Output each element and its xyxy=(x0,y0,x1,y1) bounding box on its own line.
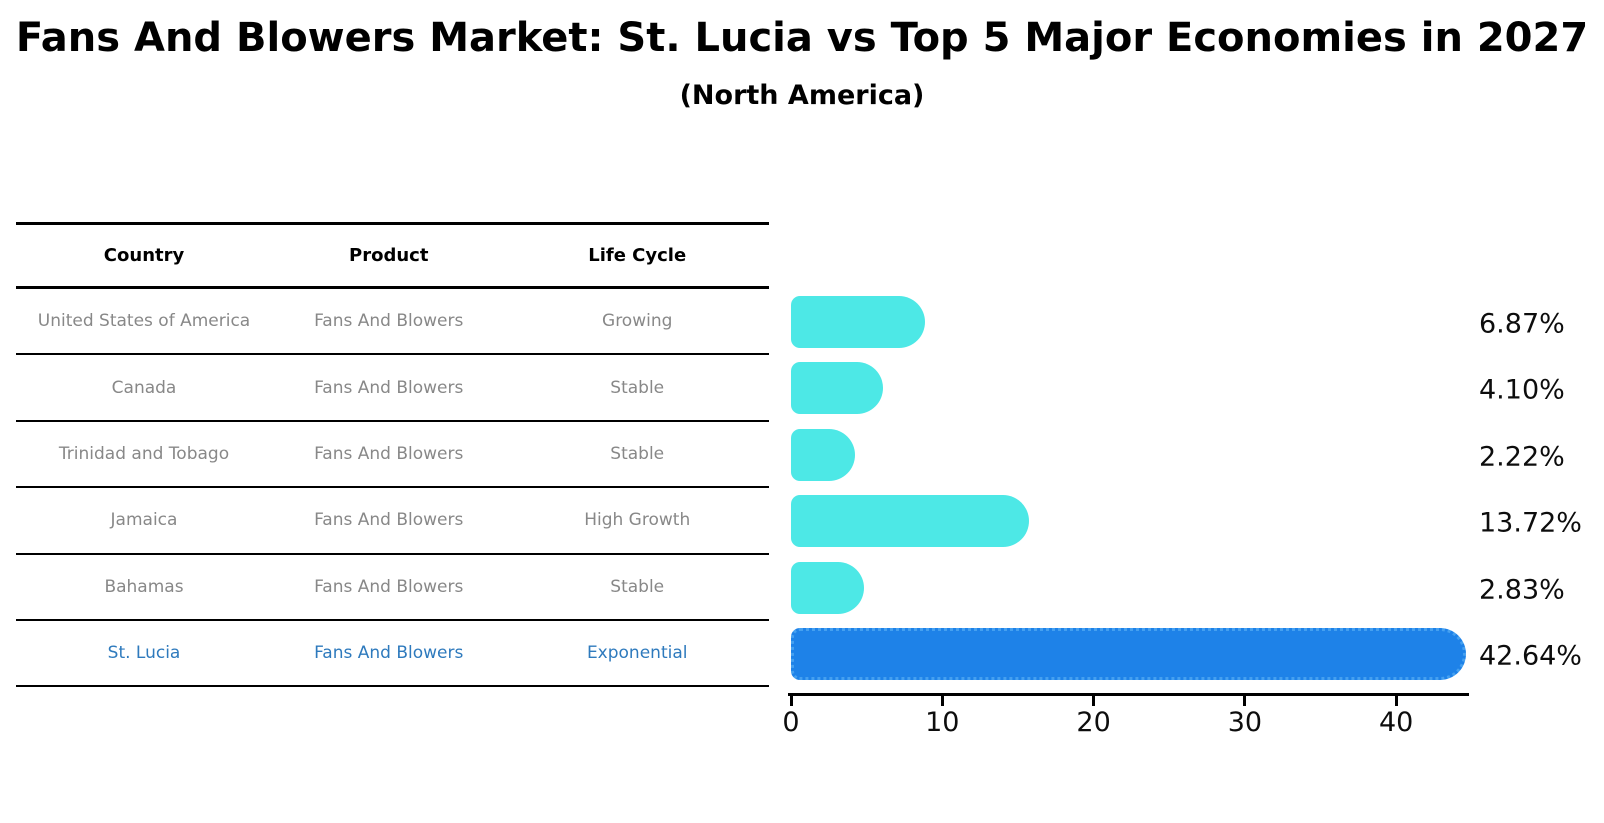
country-cell: Canada xyxy=(111,377,177,398)
life-cycle-cell: Exponential xyxy=(586,643,688,664)
table-header-life-cycle: Life Cycle xyxy=(588,245,687,266)
table-header-product: Product xyxy=(349,245,429,266)
x-axis-tick-20 xyxy=(1092,696,1096,706)
bar-value-label-jamaica: 13.72% xyxy=(1479,507,1582,539)
bar-trinidad-and-tobago xyxy=(791,428,855,481)
x-axis-line xyxy=(788,693,1469,696)
country-cell: Bahamas xyxy=(104,576,184,597)
table-row-st-lucia: St. Lucia Fans And Blowers Exponential xyxy=(16,621,769,688)
x-axis-tick-40 xyxy=(1394,696,1398,706)
x-axis-tick-30 xyxy=(1243,696,1247,706)
x-axis-tick-label-10: 10 xyxy=(925,707,960,738)
bar-bahamas xyxy=(791,561,864,614)
life-cycle-cell: Stable xyxy=(610,443,665,464)
product-cell: Fans And Blowers xyxy=(314,311,464,332)
country-cell: Trinidad and Tobago xyxy=(58,443,230,464)
life-cycle-cell: Stable xyxy=(610,377,665,398)
life-cycle-cell: Growing xyxy=(602,311,673,332)
x-axis-tick-label-30: 30 xyxy=(1227,707,1263,738)
bar-value-label-st-lucia: 42.64% xyxy=(1479,640,1582,672)
bar-value-label-canada: 4.10% xyxy=(1479,374,1565,406)
chart-title: Fans And Blowers Market: St. Lucia vs To… xyxy=(15,15,1589,61)
bar-united-states-of-america xyxy=(791,296,925,348)
bar-value-label-united-states-of-america: 6.87% xyxy=(1479,308,1565,340)
life-cycle-cell: High Growth xyxy=(584,510,691,531)
bar-st-lucia xyxy=(791,628,1467,680)
product-cell: Fans And Blowers xyxy=(314,510,464,531)
life-cycle-cell: Stable xyxy=(610,576,665,597)
table-row-united-states-of-america: United States of America Fans And Blowers… xyxy=(16,289,769,356)
table-header-country: Country xyxy=(103,245,185,266)
table-body: United States of America Fans And Blowers… xyxy=(16,289,769,688)
country-cell: St. Lucia xyxy=(107,643,181,664)
bar-value-label-trinidad-and-tobago: 2.22% xyxy=(1479,441,1565,473)
x-axis-tick-0 xyxy=(789,696,793,706)
product-cell: Fans And Blowers xyxy=(314,377,464,398)
product-cell: Fans And Blowers xyxy=(314,443,464,464)
table-row-trinidad-and-tobago: Trinidad and Tobago Fans And Blowers Stabl… xyxy=(16,422,769,489)
bar-jamaica xyxy=(791,495,1029,548)
country-table: Country Product Life Cycle United States… xyxy=(16,222,769,688)
country-cell: Jamaica xyxy=(110,510,178,531)
table-header-row: Country Product Life Cycle xyxy=(16,225,769,289)
x-axis-tick-label-0: 0 xyxy=(782,707,800,738)
country-cell: United States of America xyxy=(37,311,251,332)
product-cell: Fans And Blowers xyxy=(314,576,464,597)
chart-subtitle: (North America) xyxy=(679,80,925,111)
table-row-jamaica: Jamaica Fans And Blowers High Growth xyxy=(16,488,769,555)
table-row-canada: Canada Fans And Blowers Stable xyxy=(16,355,769,422)
x-axis-tick-label-20: 20 xyxy=(1076,707,1111,738)
bar-value-label-bahamas: 2.83% xyxy=(1479,574,1565,606)
x-axis-tick-label-40: 40 xyxy=(1379,707,1414,738)
product-cell: Fans And Blowers xyxy=(314,643,464,664)
x-axis-tick-10 xyxy=(940,696,944,706)
table-row-bahamas: Bahamas Fans And Blowers Stable xyxy=(16,555,769,621)
bar-canada xyxy=(791,362,884,415)
